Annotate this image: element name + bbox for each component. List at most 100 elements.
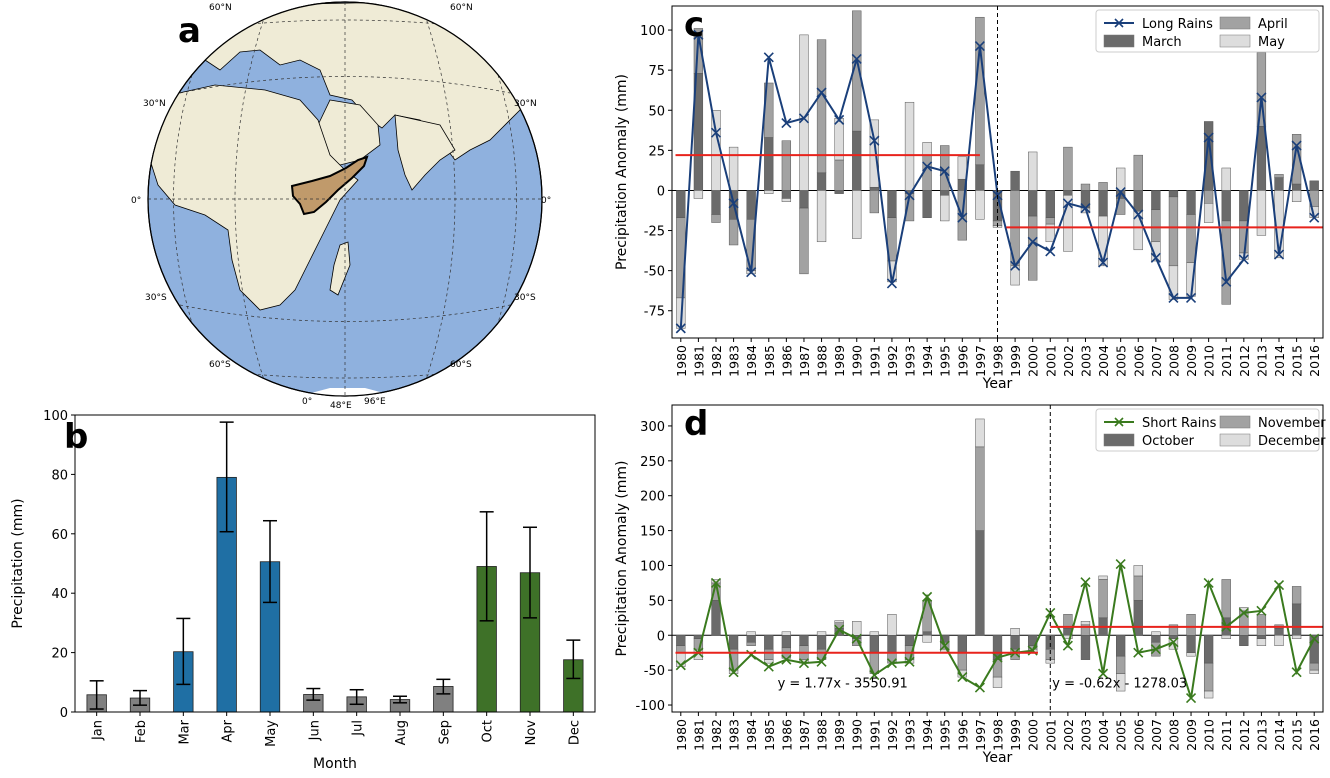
- stacked-bar-segment: [1045, 190, 1055, 218]
- series-point: [1185, 292, 1197, 303]
- x-tick-label: 1998: [991, 719, 1006, 751]
- x-tick-label: 2014: [1272, 345, 1287, 377]
- x-tick-label: 2004: [1096, 345, 1111, 377]
- stacked-bar-segment: [1291, 586, 1302, 605]
- plot-frame: [671, 404, 1324, 713]
- x-tick-label: 1980: [674, 719, 689, 751]
- x-tick-label: Mar: [177, 719, 192, 744]
- x-tick-label: 2012: [1237, 719, 1252, 751]
- stacked-bar-segment: [1063, 195, 1073, 252]
- y-tick-label: 100: [43, 409, 68, 424]
- stacked-bar-segment: [764, 648, 774, 660]
- y-tick-label: 200: [640, 490, 665, 505]
- stacked-bar-segment: [1010, 635, 1020, 650]
- stacked-bar-segment: [834, 118, 844, 161]
- series-point: [1133, 647, 1144, 658]
- stacked-bar-segment: [869, 119, 879, 188]
- series-point: [974, 41, 985, 52]
- y-tick-label: -100: [635, 699, 665, 714]
- x-tick-label: 2003: [1078, 345, 1093, 377]
- study-region: [290, 155, 369, 216]
- x-tick-label: 2008: [1166, 345, 1181, 377]
- stacked-bar-segment: [1291, 190, 1302, 202]
- series-point: [904, 190, 915, 201]
- x-tick-label: Feb: [134, 720, 149, 743]
- stacked-bar-segment: [1028, 215, 1038, 281]
- stacked-bar-segment: [1063, 614, 1073, 629]
- stacked-bar-segment: [1256, 190, 1267, 236]
- stacked-bar-segment: [1116, 167, 1126, 191]
- stacked-bar-segment: [1186, 614, 1196, 636]
- legend-label: October: [1142, 434, 1195, 449]
- x-tick-label: 2010: [1202, 719, 1217, 751]
- series-point: [816, 656, 827, 667]
- y-tick-label: 300: [640, 420, 665, 435]
- stacked-bar-segment: [1186, 635, 1196, 653]
- x-tick-label: 2009: [1184, 345, 1199, 377]
- stacked-bar-segment: [1151, 631, 1161, 636]
- stacked-bar-segment: [1168, 624, 1179, 636]
- y-tick-label: 25: [648, 144, 665, 159]
- x-tick-label: 1997: [973, 345, 988, 377]
- lat-label: 60°N: [209, 3, 232, 13]
- legend-swatch: [1219, 433, 1251, 447]
- stacked-bar-segment: [816, 39, 827, 174]
- y-tick-label: -50: [644, 664, 665, 679]
- stacked-bar-segment: [1274, 174, 1284, 178]
- y-tick-label: 40: [51, 587, 68, 602]
- stacked-bar-segment: [764, 659, 774, 664]
- stacked-bar-segment: [869, 635, 879, 653]
- x-tick-label: 2000: [1026, 719, 1041, 751]
- stacked-bar-segment: [975, 530, 985, 636]
- panel-label-b: b: [64, 417, 88, 457]
- series-point: [957, 212, 968, 223]
- panel-label: d: [684, 404, 708, 444]
- x-tick-label: 2014: [1272, 719, 1287, 751]
- stacked-bar-segment: [1080, 621, 1091, 626]
- y-tick-label: 0: [60, 706, 68, 721]
- stacked-bar-segment: [1133, 600, 1143, 636]
- stacked-bar-segment: [957, 156, 967, 180]
- stacked-bar-segment: [852, 190, 862, 239]
- x-tick-label: 2013: [1254, 719, 1269, 751]
- stacked-bar-segment: [975, 446, 985, 531]
- y-axis-title: Precipitation Anomaly (mm): [614, 74, 630, 270]
- stacked-bar-segment: [1256, 638, 1267, 646]
- series-point: [1273, 579, 1285, 591]
- series-point: [1168, 292, 1179, 303]
- series-point: [798, 113, 810, 124]
- x-tick-label: 1989: [832, 345, 847, 377]
- legend-swatch: [1219, 415, 1251, 429]
- stacked-bar-segment: [1239, 635, 1249, 646]
- stacked-bar-segment: [1133, 211, 1143, 251]
- series-point: [1080, 203, 1091, 214]
- x-tick-label: 1998: [991, 345, 1006, 377]
- series-point: [1238, 607, 1249, 618]
- stacked-bar-segment: [693, 190, 704, 199]
- legend-label: April: [1258, 17, 1288, 32]
- series-point: [1080, 577, 1091, 588]
- stacked-bar-segment: [1098, 575, 1108, 580]
- x-tick-label: 1980: [674, 345, 689, 377]
- stacked-bar-segment: [676, 190, 686, 218]
- legend-swatch: [1103, 34, 1135, 48]
- y-tick-label: 100: [640, 559, 665, 574]
- stacked-bar-segment: [1116, 655, 1126, 674]
- stacked-bar-segment: [781, 198, 792, 202]
- stacked-bar-segment: [922, 142, 932, 156]
- stacked-bar-segment: [922, 635, 932, 643]
- x-tick-label: 1983: [727, 345, 742, 377]
- series-point: [957, 672, 968, 683]
- stacked-bar-segment: [1116, 635, 1126, 657]
- legend-swatch: [1219, 16, 1251, 30]
- series-point: [834, 114, 845, 125]
- series-point: [728, 198, 739, 209]
- lat-label: 60°N: [450, 3, 473, 13]
- series-point: [781, 654, 792, 665]
- stacked-bar-segment: [1098, 579, 1108, 619]
- stacked-bar-segment: [1274, 628, 1284, 636]
- stacked-bar-segment: [799, 635, 809, 646]
- x-tick-label: 1999: [1008, 345, 1023, 377]
- stacked-bar-segment: [887, 190, 897, 218]
